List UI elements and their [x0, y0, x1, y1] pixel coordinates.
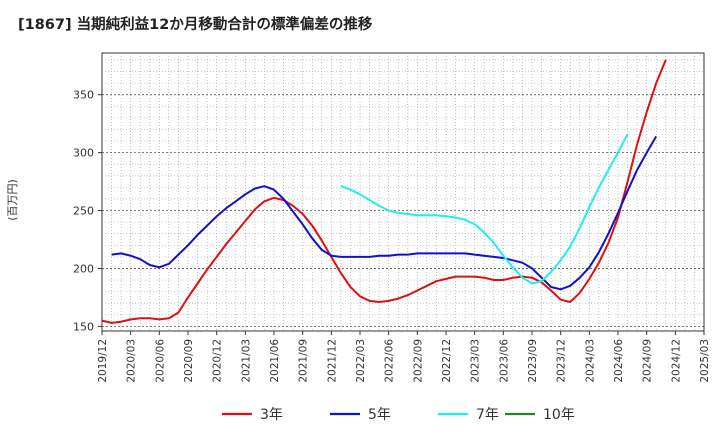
x-tick-label: 2024/06 — [613, 339, 625, 383]
x-tick-label: 2023/03 — [470, 339, 482, 383]
series-line-3 — [340, 133, 629, 285]
x-tick-label: 2023/09 — [527, 339, 539, 383]
x-tick-label: 2022/09 — [412, 339, 424, 383]
x-tick-label: 2020/06 — [154, 339, 166, 383]
x-tick-label: 2020/12 — [212, 339, 224, 383]
plot-area — [101, 52, 705, 332]
x-tick-label: 2019/12 — [97, 339, 109, 383]
x-tick-label: 2020/03 — [126, 339, 138, 383]
legend-label: 7年 — [476, 407, 499, 423]
legend-label: 5年 — [368, 407, 391, 423]
series-line-2 — [111, 135, 658, 291]
x-tick-label: 2022/06 — [384, 339, 396, 383]
y-tick-label: 250 — [73, 205, 94, 218]
chart-title: [1867] 当期純利益12か月移動合計の標準偏差の推移 — [18, 15, 373, 33]
x-tick-label: 2024/09 — [642, 339, 654, 383]
x-tick-label: 2021/06 — [269, 339, 281, 383]
x-tick-label: 2023/12 — [556, 339, 568, 383]
legend-item-2: 5年 — [330, 407, 391, 423]
x-tick-label: 2020/09 — [183, 339, 195, 383]
series-line-1 — [101, 59, 667, 324]
x-tick-label: 2024/12 — [670, 339, 682, 383]
y-tick-label: 350 — [73, 89, 94, 102]
legend-label: 10年 — [543, 407, 575, 423]
y-tick-label: 200 — [73, 262, 94, 275]
x-tick-label: 2025/03 — [699, 339, 711, 383]
x-tick-label: 2022/03 — [355, 339, 367, 383]
legend-label: 3年 — [260, 407, 283, 423]
x-tick-label: 2024/03 — [584, 339, 596, 383]
x-tick-label: 2021/09 — [298, 339, 310, 383]
y-tick-label: 300 — [73, 147, 94, 160]
legend-item-4: 10年 — [505, 407, 575, 423]
legend-item-3: 7年 — [438, 407, 499, 423]
y-tick-label: 150 — [73, 320, 94, 333]
legend-item-1: 3年 — [222, 407, 283, 423]
x-tick-label: 2021/03 — [240, 339, 252, 383]
x-tick-label: 2022/12 — [441, 339, 453, 383]
y-axis-label: (百万円) — [6, 179, 19, 221]
x-tick-label: 2023/06 — [498, 339, 510, 383]
x-tick-label: 2021/12 — [326, 339, 338, 383]
